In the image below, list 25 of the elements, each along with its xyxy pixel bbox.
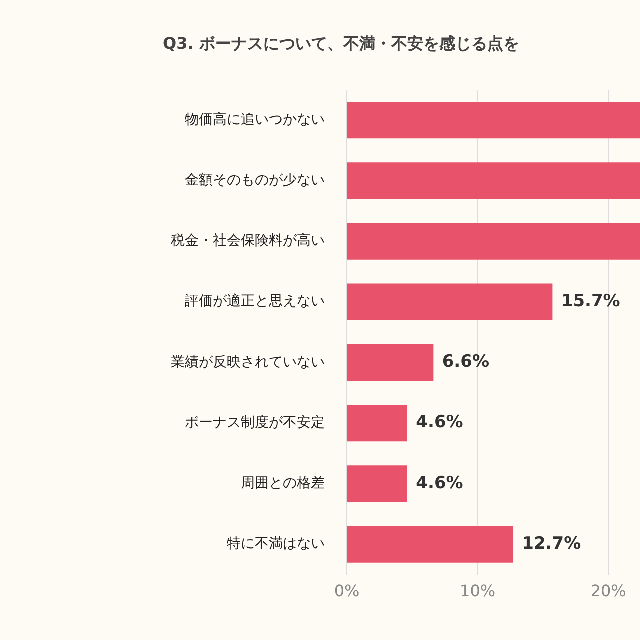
x-tick-label: 10%: [460, 582, 496, 601]
x-tick-label: 20%: [590, 582, 626, 601]
y-tick-label: 周囲との格差: [241, 476, 325, 492]
y-tick-label: 金額そのものが少ない: [185, 172, 325, 189]
data-label: 6.6%: [442, 352, 490, 372]
bar: [347, 284, 553, 320]
chart-title: Q3. ボーナスについて、不満・不安を感じる点を: [163, 34, 520, 55]
y-tick-label: 税金・社会保険料が高い: [171, 233, 325, 250]
y-tick-label: 特に不満はない: [227, 536, 325, 552]
data-label: 4.6%: [416, 473, 464, 494]
bar: [347, 223, 640, 260]
data-label: 12.7%: [522, 534, 582, 554]
data-label: 4.6%: [416, 412, 464, 433]
data-label: 15.7%: [561, 292, 620, 312]
bar: [347, 162, 640, 200]
bar: [347, 102, 640, 139]
y-tick-label: 物価高に追いつかない: [185, 112, 325, 128]
x-tick-label: 0%: [334, 582, 360, 601]
bar: [347, 466, 408, 502]
y-tick-label: ボーナス制度が不安定: [185, 414, 325, 431]
y-tick-label: 評価が適正と思えない: [185, 294, 325, 310]
bar: [347, 526, 514, 563]
bar: [347, 404, 408, 442]
y-tick-label: 業績が反映されていない: [171, 354, 325, 370]
bar: [347, 344, 434, 382]
